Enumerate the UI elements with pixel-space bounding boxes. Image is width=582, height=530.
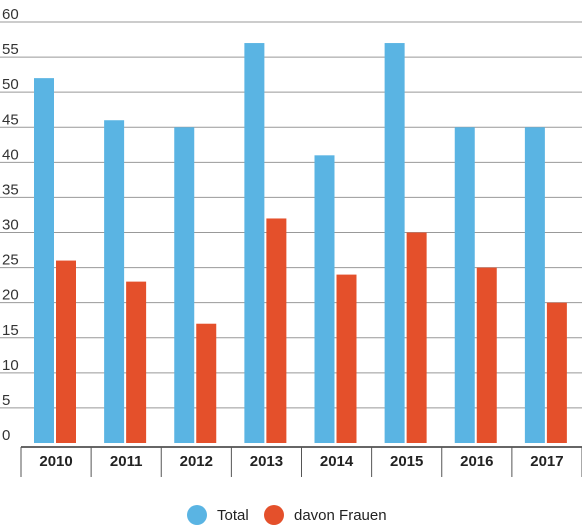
x-tick-label: 2012 [180,453,213,470]
y-tick-label: 45 [2,111,19,128]
bar-total-2013 [244,43,265,444]
legend-label: davon Frauen [294,507,387,524]
bar-frauen-2016 [476,267,497,443]
y-tick-label: 5 [2,392,10,409]
x-tick-label: 2010 [39,453,72,470]
x-tick-label: 2014 [320,453,354,470]
bar-total-2014 [314,155,335,444]
legend-marker [187,505,207,525]
y-tick-label: 25 [2,252,19,269]
x-tick-label: 2013 [250,453,283,470]
y-tick-label: 40 [2,146,19,163]
bar-frauen-2015 [406,232,427,443]
bar-total-2010 [34,78,54,443]
legend-marker [264,505,284,525]
bar-total-2016 [454,127,475,443]
bar-total-2015 [384,43,405,444]
bar-frauen-2011 [126,281,147,443]
bar-total-2017 [524,127,545,443]
bar-frauen-2017 [546,302,567,443]
x-tick-label: 2016 [460,453,493,470]
y-tick-label: 10 [2,357,19,374]
bar-total-2011 [104,120,125,443]
y-tick-label: 55 [2,41,19,58]
x-tick-label: 2011 [110,453,143,470]
y-tick-label: 35 [2,181,19,198]
x-tick-label: 2017 [530,453,563,470]
bar-total-2012 [174,127,195,443]
bar-frauen-2010 [56,260,76,443]
y-tick-label: 50 [2,76,19,93]
y-tick-label: 20 [2,287,19,304]
bar-frauen-2012 [196,323,217,443]
y-tick-label: 15 [2,322,19,339]
y-tick-label: 60 [2,6,19,23]
x-tick-label: 2015 [390,453,423,470]
bar-frauen-2014 [336,274,357,443]
y-tick-label: 0 [2,427,10,444]
legend-label: Total [217,507,249,524]
y-tick-label: 30 [2,217,19,234]
bar-frauen-2013 [266,218,287,443]
